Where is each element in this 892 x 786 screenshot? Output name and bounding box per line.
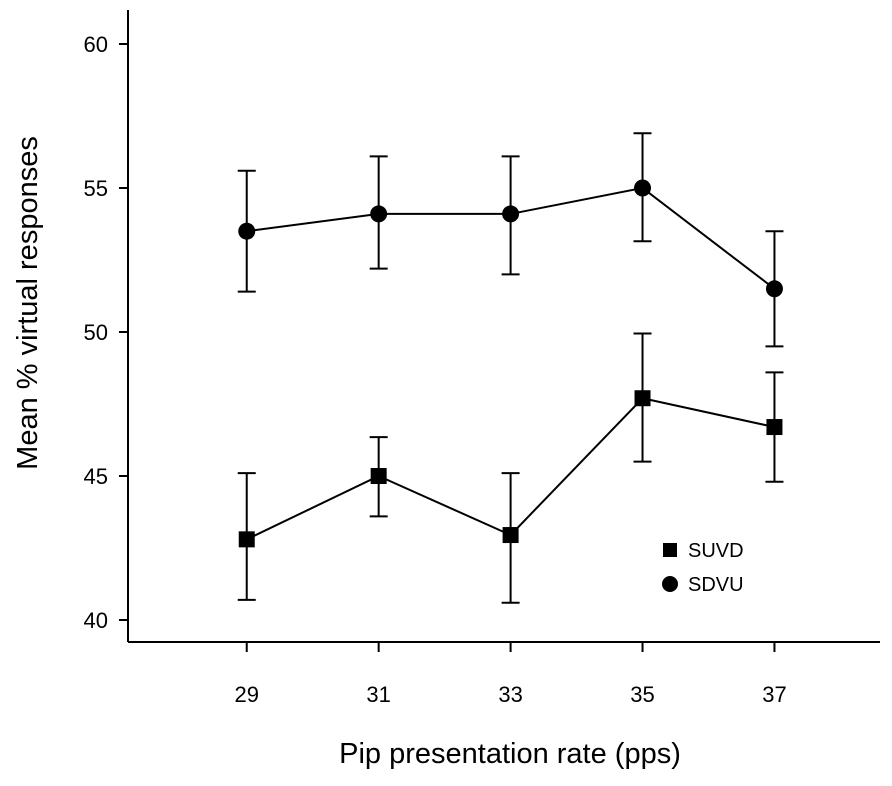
x-ticks: 29 31 33 35 37 xyxy=(234,642,787,707)
legend: SUVD SDVU xyxy=(662,540,744,596)
y-ticks: 40 45 50 55 60 xyxy=(84,32,128,633)
x-tick-label: 37 xyxy=(762,682,786,707)
data-point-suvd xyxy=(634,390,651,407)
data-point-sdvu xyxy=(370,205,388,223)
x-tick-label: 33 xyxy=(498,682,522,707)
data-point-suvd xyxy=(370,468,387,484)
x-axis-title: Pip presentation rate (pps) xyxy=(339,738,681,770)
y-tick-label: 60 xyxy=(84,32,108,57)
axes xyxy=(127,10,880,643)
series-layer xyxy=(237,132,784,604)
x-tick-label: 29 xyxy=(234,682,258,707)
data-point-suvd xyxy=(238,531,255,548)
data-point-suvd xyxy=(502,527,519,544)
data-point-sdvu xyxy=(238,222,256,240)
series-suvd xyxy=(237,332,784,604)
y-tick-label: 45 xyxy=(84,464,108,489)
legend-marker-suvd xyxy=(663,543,677,557)
data-point-sdvu xyxy=(765,280,783,298)
legend-label-suvd: SUVD xyxy=(688,540,744,562)
legend-marker-sdvu xyxy=(662,576,678,592)
x-tick-label: 31 xyxy=(366,682,390,707)
x-tick-label: 35 xyxy=(630,682,654,707)
data-point-sdvu xyxy=(634,179,652,197)
data-point-suvd xyxy=(766,419,783,436)
y-axis-title: Mean % virtual responses xyxy=(12,136,44,470)
data-point-sdvu xyxy=(502,205,520,223)
series-sdvu xyxy=(237,132,784,348)
y-tick-label: 55 xyxy=(84,176,108,201)
y-tick-label: 40 xyxy=(84,608,108,633)
legend-label-sdvu: SDVU xyxy=(688,574,744,596)
y-tick-label: 50 xyxy=(84,320,108,345)
